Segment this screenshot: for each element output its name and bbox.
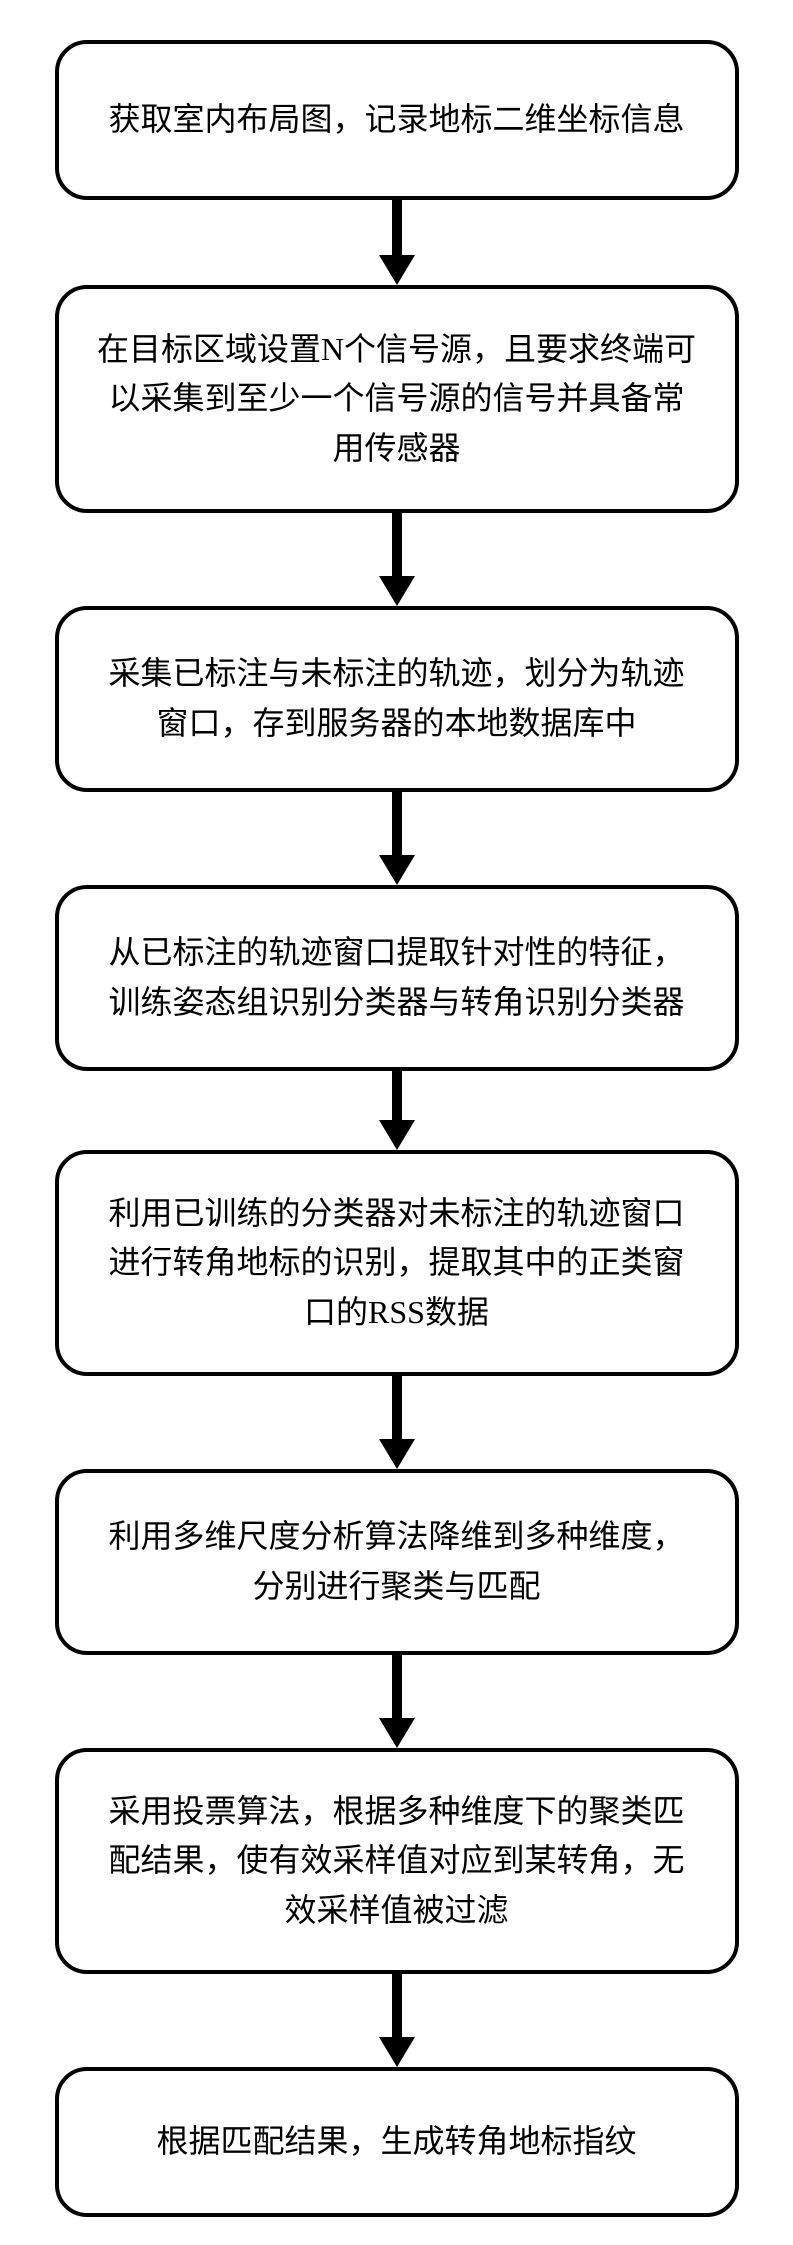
flowchart-node-n7: 采用投票算法，根据多种维度下的聚类匹配结果，使有效采样值对应到某转角，无效采样值… — [55, 1748, 739, 1974]
flowchart-node-text: 从已标注的轨迹窗口提取针对性的特征，训练姿态组识别分类器与转角识别分类器 — [95, 928, 699, 1027]
arrow-head-icon — [379, 255, 415, 285]
flowchart-arrow — [379, 1376, 415, 1469]
flowchart-node-n8: 根据匹配结果，生成转角地标指纹 — [55, 2067, 739, 2217]
flowchart-node-n3: 采集已标注与未标注的轨迹，划分为轨迹窗口，存到服务器的本地数据库中 — [55, 606, 739, 792]
flowchart-node-text: 利用已训练的分类器对未标注的轨迹窗口进行转角地标的识别，提取其中的正类窗口的RS… — [95, 1189, 699, 1338]
flowchart-node-n2: 在目标区域设置N个信号源，且要求终端可以采集到至少一个信号源的信号并具备常用传感… — [55, 285, 739, 513]
flowchart-arrow — [379, 792, 415, 885]
arrow-line — [392, 513, 402, 577]
arrow-head-icon — [379, 855, 415, 885]
arrow-head-icon — [379, 1718, 415, 1748]
arrow-head-icon — [379, 576, 415, 606]
flowchart-node-n6: 利用多维尺度分析算法降维到多种维度，分别进行聚类与匹配 — [55, 1469, 739, 1655]
arrow-line — [392, 792, 402, 856]
flowchart-container: 获取室内布局图，记录地标二维坐标信息在目标区域设置N个信号源，且要求终端可以采集… — [0, 0, 793, 2217]
arrow-line — [392, 1655, 402, 1719]
arrow-head-icon — [379, 2037, 415, 2067]
flowchart-node-text: 利用多维尺度分析算法降维到多种维度，分别进行聚类与匹配 — [95, 1512, 699, 1611]
flowchart-node-n4: 从已标注的轨迹窗口提取针对性的特征，训练姿态组识别分类器与转角识别分类器 — [55, 885, 739, 1071]
arrow-head-icon — [379, 1439, 415, 1469]
flowchart-node-text: 获取室内布局图，记录地标二维坐标信息 — [108, 95, 684, 145]
flowchart-arrow — [379, 200, 415, 285]
flowchart-arrow — [379, 1655, 415, 1748]
flowchart-node-n5: 利用已训练的分类器对未标注的轨迹窗口进行转角地标的识别，提取其中的正类窗口的RS… — [55, 1150, 739, 1376]
flowchart-node-text: 在目标区域设置N个信号源，且要求终端可以采集到至少一个信号源的信号并具备常用传感… — [95, 325, 699, 474]
arrow-head-icon — [379, 1120, 415, 1150]
flowchart-node-text: 采集已标注与未标注的轨迹，划分为轨迹窗口，存到服务器的本地数据库中 — [95, 649, 699, 748]
arrow-line — [392, 1376, 402, 1440]
arrow-line — [392, 200, 402, 256]
arrow-line — [392, 1974, 402, 2038]
flowchart-arrow — [379, 513, 415, 606]
flowchart-node-text: 采用投票算法，根据多种维度下的聚类匹配结果，使有效采样值对应到某转角，无效采样值… — [95, 1787, 699, 1936]
flowchart-node-n1: 获取室内布局图，记录地标二维坐标信息 — [55, 40, 739, 200]
flowchart-arrow — [379, 1071, 415, 1150]
flowchart-arrow — [379, 1974, 415, 2067]
flowchart-node-text: 根据匹配结果，生成转角地标指纹 — [156, 2117, 636, 2167]
arrow-line — [392, 1071, 402, 1121]
